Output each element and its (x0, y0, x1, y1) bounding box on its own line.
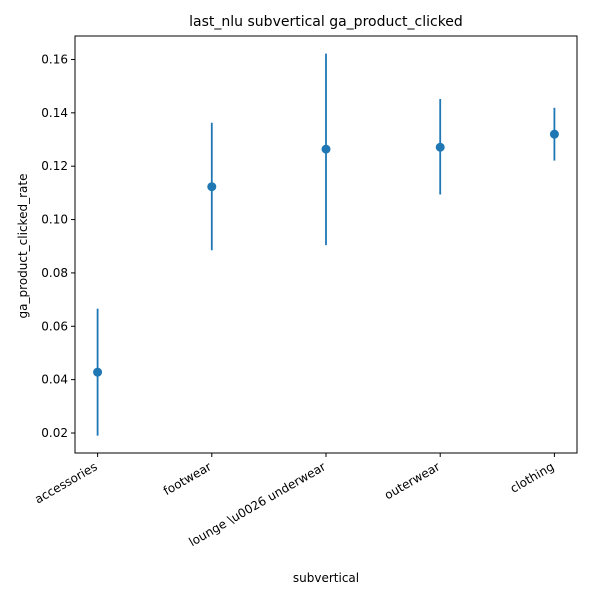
data-point (549, 129, 559, 139)
x-axis-label: subvertical (293, 571, 359, 585)
data-point (93, 367, 103, 377)
y-tick-label: 0.06 (41, 319, 68, 333)
x-tick-label: outerwear (382, 459, 442, 502)
x-tick-label: accessories (32, 459, 99, 506)
y-tick-label: 0.04 (41, 373, 68, 387)
y-tick-label: 0.14 (41, 106, 68, 120)
y-tick-label: 0.10 (41, 213, 68, 227)
x-tick-label: footwear (161, 459, 214, 498)
y-tick-label: 0.16 (41, 52, 68, 66)
y-axis-label: ga_product_clicked_rate (16, 174, 30, 319)
chart-title: last_nlu subvertical ga_product_clicked (189, 14, 463, 30)
data-point (435, 142, 445, 152)
y-tick-label: 0.08 (41, 266, 68, 280)
data-point (207, 182, 217, 192)
y-tick-label: 0.02 (41, 426, 68, 440)
y-tick-label: 0.12 (41, 159, 68, 173)
plot-area: 0.02 0.04 0.06 0.08 0.10 0.12 0.14 0.16 accessor… (32, 35, 578, 549)
x-tick-label: clothing (508, 459, 557, 495)
data-point (321, 144, 331, 154)
